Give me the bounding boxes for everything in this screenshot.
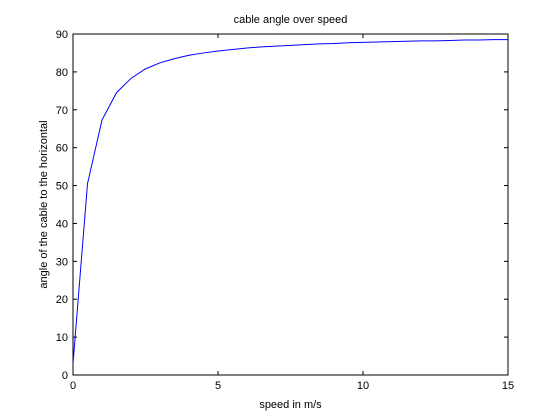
x-tick-label: 10 <box>357 380 369 392</box>
x-axis-label: speed in m/s <box>259 399 322 411</box>
y-tick-label: 20 <box>56 294 68 306</box>
y-tick-label: 70 <box>56 105 68 117</box>
y-tick-label: 90 <box>56 29 68 41</box>
y-tick-label: 10 <box>56 332 68 344</box>
y-tick-label: 50 <box>56 181 68 193</box>
plot-area <box>73 34 508 375</box>
x-tick-label: 5 <box>215 380 221 392</box>
x-tick-label: 15 <box>502 380 514 392</box>
y-tick-label: 80 <box>56 67 68 79</box>
y-axis-label: angle of the cable to the horizontal <box>38 120 50 288</box>
x-tick-label: 0 <box>70 380 76 392</box>
y-tick-label: 40 <box>56 218 68 230</box>
y-tick-label: 0 <box>62 370 68 382</box>
y-tick-label: 60 <box>56 143 68 155</box>
chart-title: cable angle over speed <box>234 14 348 26</box>
y-tick-label: 30 <box>56 256 68 268</box>
